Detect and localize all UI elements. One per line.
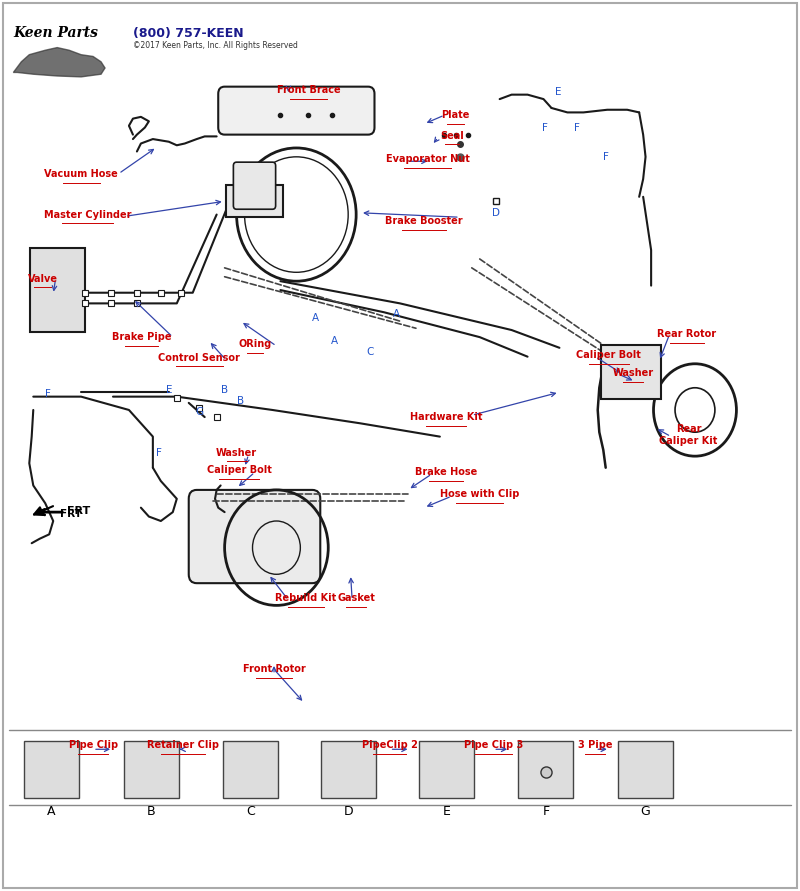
Text: E: E	[166, 386, 172, 396]
Text: Caliper Bolt: Caliper Bolt	[577, 350, 642, 360]
Text: B: B	[221, 386, 228, 396]
Text: ©2017 Keen Parts, Inc. All Rights Reserved: ©2017 Keen Parts, Inc. All Rights Reserv…	[133, 42, 298, 51]
FancyBboxPatch shape	[30, 249, 85, 331]
FancyBboxPatch shape	[418, 741, 474, 798]
Text: Hardware Kit: Hardware Kit	[410, 412, 482, 422]
Text: Brake Booster: Brake Booster	[385, 216, 462, 225]
FancyBboxPatch shape	[226, 185, 283, 217]
Text: FRT: FRT	[60, 509, 82, 519]
FancyBboxPatch shape	[24, 741, 79, 798]
Text: Vacuum Hose: Vacuum Hose	[44, 168, 118, 179]
Text: E: E	[554, 87, 561, 97]
Text: G: G	[641, 805, 650, 818]
Text: D: D	[492, 208, 500, 217]
Text: Keen Parts: Keen Parts	[14, 26, 98, 40]
Text: Front Brace: Front Brace	[277, 86, 340, 95]
Text: A: A	[47, 805, 56, 818]
Text: (800) 757-KEEN: (800) 757-KEEN	[133, 27, 243, 40]
Text: Hose with Clip: Hose with Clip	[440, 489, 519, 499]
Text: C: C	[246, 805, 255, 818]
Text: G: G	[195, 407, 203, 417]
Text: Master Cylinder: Master Cylinder	[44, 209, 131, 219]
Text: ORing: ORing	[238, 339, 271, 349]
Text: Caliper Bolt: Caliper Bolt	[206, 465, 271, 476]
Text: Washer: Washer	[612, 368, 654, 378]
Text: Control Sensor: Control Sensor	[158, 353, 240, 363]
Text: A: A	[393, 309, 399, 319]
Text: B: B	[147, 805, 155, 818]
Text: Brake Hose: Brake Hose	[415, 467, 478, 478]
Text: Gasket: Gasket	[338, 593, 375, 603]
FancyBboxPatch shape	[601, 345, 662, 399]
FancyBboxPatch shape	[618, 741, 673, 798]
Text: F: F	[574, 123, 580, 133]
Text: Pipe Clip 3: Pipe Clip 3	[464, 740, 523, 750]
Text: 3 Pipe: 3 Pipe	[578, 740, 613, 750]
Text: Washer: Washer	[216, 447, 257, 458]
Text: D: D	[343, 805, 353, 818]
Text: A: A	[331, 336, 338, 346]
Text: Valve: Valve	[28, 274, 58, 283]
FancyBboxPatch shape	[218, 86, 374, 135]
Text: FRT: FRT	[66, 506, 90, 516]
Text: Front Rotor: Front Rotor	[242, 665, 306, 674]
Text: F: F	[155, 447, 162, 458]
FancyBboxPatch shape	[6, 11, 133, 94]
Text: Rear Rotor: Rear Rotor	[658, 330, 717, 339]
Text: Retainer Clip: Retainer Clip	[147, 740, 219, 750]
Text: Pipe Clip: Pipe Clip	[69, 740, 118, 750]
FancyBboxPatch shape	[189, 490, 320, 584]
FancyBboxPatch shape	[321, 741, 376, 798]
Text: Plate: Plate	[442, 110, 470, 120]
Text: Seal: Seal	[440, 130, 464, 141]
FancyBboxPatch shape	[234, 162, 276, 209]
Text: F: F	[45, 389, 50, 399]
Text: F: F	[602, 151, 609, 162]
FancyBboxPatch shape	[518, 741, 574, 798]
Text: Rebuild Kit: Rebuild Kit	[275, 593, 337, 603]
Text: A: A	[312, 313, 319, 323]
Text: F: F	[542, 123, 548, 133]
Text: B: B	[237, 396, 244, 406]
FancyBboxPatch shape	[223, 741, 278, 798]
Text: Evaporator Nut: Evaporator Nut	[386, 154, 470, 165]
FancyBboxPatch shape	[124, 741, 178, 798]
Text: Brake Pipe: Brake Pipe	[112, 332, 171, 342]
Text: PipeClip 2: PipeClip 2	[362, 740, 418, 750]
Polygon shape	[14, 47, 105, 77]
Text: F: F	[542, 805, 550, 818]
Text: C: C	[366, 347, 374, 357]
Text: Rear
Caliper Kit: Rear Caliper Kit	[659, 424, 718, 446]
Text: E: E	[442, 805, 450, 818]
